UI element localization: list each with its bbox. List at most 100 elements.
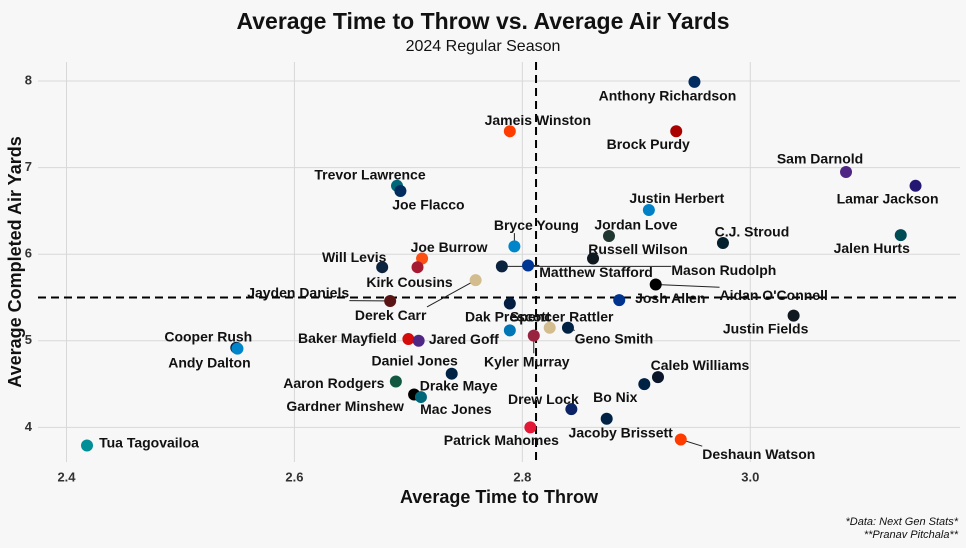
point — [787, 309, 800, 322]
point-label: Jalen Hurts — [834, 240, 910, 256]
point — [642, 204, 655, 217]
point-label: Justin Fields — [723, 320, 809, 336]
x-axis-label: Average Time to Throw — [400, 487, 599, 507]
point — [613, 294, 626, 307]
point-label: Joe Flacco — [392, 197, 464, 213]
point-label: Mason Rudolph — [671, 262, 776, 278]
point — [524, 421, 537, 434]
x-tick-label: 2.4 — [57, 469, 76, 484]
point-label: Russell Wilson — [588, 241, 687, 257]
chart-subtitle: 2024 Regular Season — [406, 38, 561, 55]
point — [469, 274, 482, 287]
point — [389, 375, 402, 388]
point — [565, 403, 578, 416]
point — [503, 125, 516, 138]
point — [649, 278, 662, 291]
point-label: Jacoby Brissett — [569, 424, 674, 440]
point — [527, 329, 540, 342]
point — [231, 342, 244, 355]
point — [503, 297, 516, 310]
point — [688, 75, 701, 88]
point-label: Bo Nix — [593, 389, 638, 405]
point — [561, 321, 574, 334]
point-label: Deshaun Watson — [702, 446, 815, 462]
point — [411, 261, 424, 274]
point-label: Mac Jones — [420, 401, 492, 417]
point-label: Justin Herbert — [629, 190, 724, 206]
point-label: C.J. Stroud — [715, 224, 790, 240]
point-label: Jordan Love — [594, 217, 677, 233]
point — [503, 324, 516, 337]
y-tick-label: 7 — [25, 159, 32, 174]
y-axis-label: Average Completed Air Yards — [5, 136, 25, 387]
point-label: Cooper Rush — [164, 328, 252, 344]
point-label: Brock Purdy — [607, 136, 690, 152]
y-tick-label: 4 — [25, 419, 33, 434]
point — [716, 236, 729, 249]
point — [402, 333, 415, 346]
point — [543, 321, 556, 334]
point — [894, 229, 907, 242]
y-tick-label: 6 — [25, 246, 32, 261]
caption: **Pranav Pitchala** — [864, 529, 959, 541]
point-label: Drew Lock — [508, 391, 579, 407]
point-label: Patrick Mahomes — [444, 432, 559, 448]
point-label: Kirk Cousins — [366, 274, 453, 290]
point-label: Matthew Stafford — [539, 264, 653, 280]
point-label: Will Levis — [322, 249, 387, 265]
x-tick-label: 3.0 — [741, 469, 759, 484]
point-label: Aaron Rodgers — [283, 375, 384, 391]
point — [394, 185, 407, 198]
point — [384, 294, 397, 307]
point-label: Drake Maye — [420, 377, 498, 393]
point-label: Caleb Williams — [651, 357, 750, 373]
point — [376, 261, 389, 274]
point-label: Jameis Winston — [485, 112, 591, 128]
leader-line — [426, 279, 476, 308]
x-tick-label: 2.6 — [285, 469, 303, 484]
point-label: Josh Allen — [635, 290, 705, 306]
point-label: Spencer Rattler — [510, 309, 614, 325]
point — [638, 378, 651, 391]
point-label: Tua Tagovailoa — [99, 434, 199, 450]
caption: *Data: Next Gen Stats* — [846, 516, 959, 528]
point-label: Andy Dalton — [168, 354, 250, 370]
y-tick-label: 8 — [25, 72, 32, 87]
point-label: Joe Burrow — [411, 239, 488, 255]
point — [587, 252, 600, 265]
point-label: Kyler Murray — [484, 353, 570, 369]
point — [412, 334, 425, 347]
point-label: Baker Mayfield — [298, 330, 397, 346]
point-label: Geno Smith — [575, 331, 654, 347]
point-label: Anthony Richardson — [599, 88, 737, 104]
point-label: Dak Prescott — [465, 308, 551, 324]
point — [445, 367, 458, 380]
y-tick-label: 5 — [25, 332, 32, 347]
leader-line — [655, 284, 720, 288]
point — [909, 179, 922, 192]
point — [674, 433, 687, 446]
point — [81, 439, 94, 452]
point — [414, 391, 427, 404]
point — [495, 260, 508, 273]
point-label: Aidan O'Connell — [720, 287, 828, 303]
point-label: Lamar Jackson — [837, 191, 939, 207]
point — [600, 412, 613, 425]
point — [522, 259, 535, 272]
point-label: Derek Carr — [355, 307, 427, 323]
point-label: Trevor Lawrence — [314, 167, 425, 183]
point-label: Bryce Young — [494, 217, 579, 233]
point — [602, 230, 615, 243]
point-label: Gardner Minshew — [286, 398, 404, 414]
point-label: Jared Goff — [429, 331, 499, 347]
point-label: Sam Darnold — [777, 151, 863, 167]
point — [508, 240, 521, 253]
x-tick-label: 2.8 — [513, 469, 531, 484]
chart-title: Average Time to Throw vs. Average Air Ya… — [237, 8, 730, 34]
point — [840, 165, 853, 178]
point-label: Daniel Jones — [371, 352, 458, 368]
point — [670, 125, 683, 138]
point — [651, 371, 664, 384]
